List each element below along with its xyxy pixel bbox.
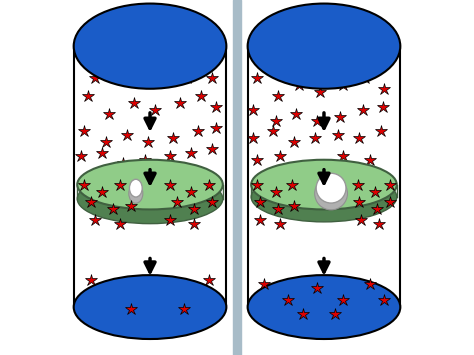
Ellipse shape <box>129 184 143 203</box>
Polygon shape <box>247 46 401 307</box>
Ellipse shape <box>247 275 401 339</box>
Ellipse shape <box>129 179 142 197</box>
Ellipse shape <box>316 173 346 203</box>
Ellipse shape <box>251 160 397 209</box>
Polygon shape <box>73 46 227 307</box>
Ellipse shape <box>77 174 223 224</box>
Ellipse shape <box>247 4 401 89</box>
Ellipse shape <box>251 172 397 222</box>
Ellipse shape <box>73 4 227 89</box>
Ellipse shape <box>315 177 347 210</box>
Ellipse shape <box>73 275 227 339</box>
Ellipse shape <box>77 160 223 209</box>
